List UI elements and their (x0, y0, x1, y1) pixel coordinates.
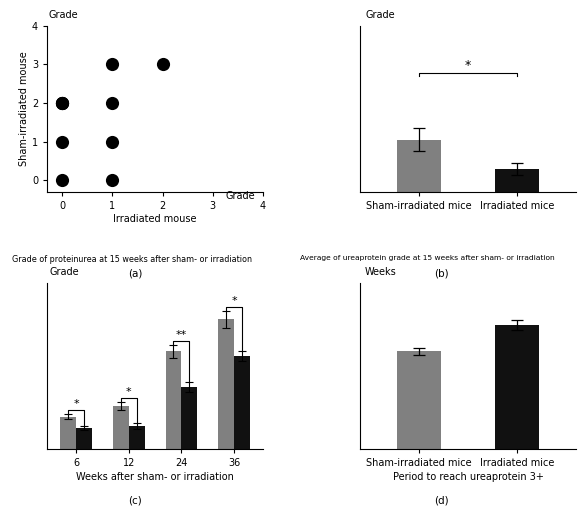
Bar (234, 356, 250, 449)
Text: Grade: Grade (226, 191, 256, 201)
Text: Grade: Grade (49, 267, 79, 277)
Text: Weeks: Weeks (365, 267, 397, 277)
Point (58, 99, 67, 107)
Bar (113, 406, 129, 449)
Point (108, 99, 117, 107)
Point (158, 60, 167, 69)
Point (58, 176, 67, 184)
Text: *: * (231, 296, 237, 306)
Bar (495, 169, 539, 192)
Text: (c): (c) (128, 496, 142, 506)
Y-axis label: Sham-irradiated mouse: Sham-irradiated mouse (19, 52, 29, 166)
Point (108, 60, 117, 69)
Bar (397, 351, 441, 449)
Bar (181, 386, 197, 449)
Bar (397, 140, 441, 192)
Text: *: * (465, 59, 472, 72)
Bar (60, 416, 76, 449)
X-axis label: Weeks after sham- or irradiation: Weeks after sham- or irradiation (76, 472, 234, 482)
Bar (76, 428, 92, 449)
Bar (166, 351, 181, 449)
Text: Grade: Grade (48, 10, 78, 20)
X-axis label: Period to reach ureaprotein 3+: Period to reach ureaprotein 3+ (393, 472, 544, 482)
Text: *: * (126, 387, 132, 397)
Text: (b): (b) (434, 268, 448, 278)
Point (58, 99, 67, 107)
Text: Grade of proteinurea at 15 weeks after sham- or irradiation: Grade of proteinurea at 15 weeks after s… (12, 255, 252, 264)
Text: *: * (73, 399, 79, 409)
Point (108, 137, 117, 146)
Point (108, 176, 117, 184)
Text: Average of ureaprotein grade at 15 weeks after sham- or irradiation: Average of ureaprotein grade at 15 weeks… (300, 255, 554, 262)
Text: Grade: Grade (365, 10, 395, 20)
Bar (218, 319, 234, 449)
Point (58, 137, 67, 146)
Text: **: ** (176, 330, 187, 340)
Text: (d): (d) (434, 496, 448, 506)
Bar (495, 325, 539, 449)
Bar (129, 426, 145, 449)
X-axis label: Irradiated mouse: Irradiated mouse (113, 214, 197, 223)
Point (58, 99, 67, 107)
Text: (a): (a) (128, 268, 142, 278)
